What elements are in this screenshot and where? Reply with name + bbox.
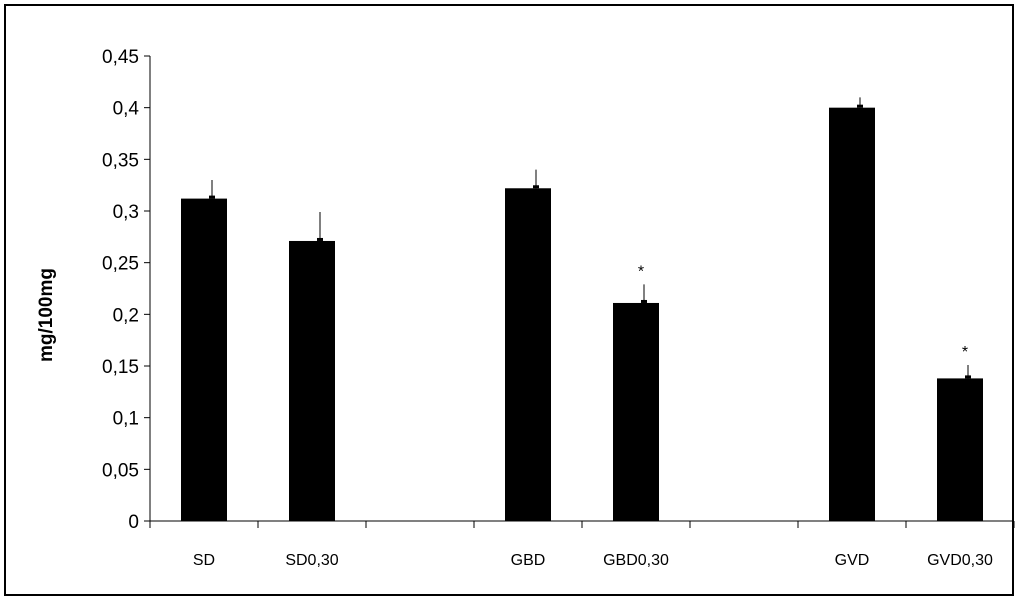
error-cap bbox=[857, 104, 863, 108]
significance-marker: * bbox=[962, 344, 968, 361]
bars: ** bbox=[181, 97, 983, 522]
bar bbox=[937, 378, 983, 521]
y-tick-label: 0,05 bbox=[102, 460, 139, 481]
bar bbox=[505, 188, 551, 521]
error-cap bbox=[317, 237, 323, 241]
category-labels: SD SD0,30 GBD GBD0,30 GVD GVD0,30 bbox=[193, 552, 993, 569]
bar bbox=[829, 107, 875, 522]
bar bbox=[181, 198, 227, 521]
y-tick-label: 0,4 bbox=[113, 99, 140, 120]
error-cap bbox=[209, 195, 215, 199]
x-category-label: GVD0,30 bbox=[927, 552, 993, 569]
x-category-label: SD0,30 bbox=[285, 552, 338, 569]
y-tick-label: 0,15 bbox=[102, 357, 139, 378]
y-axis-title: mg/100mg bbox=[36, 268, 57, 362]
y-tick-label: 0,45 bbox=[102, 47, 139, 68]
y-tick-label: 0 bbox=[128, 512, 139, 533]
error-cap bbox=[533, 185, 539, 189]
significance-marker: * bbox=[638, 263, 644, 280]
y-tick-label: 0,35 bbox=[102, 150, 139, 171]
bar bbox=[613, 302, 659, 521]
y-tick-label: 0,3 bbox=[113, 202, 139, 223]
y-ticks: 0 0,05 0,1 0,15 0,2 0,25 0,3 0,35 0,4 0,45 bbox=[102, 47, 150, 533]
y-tick-label: 0,2 bbox=[113, 305, 139, 326]
error-cap bbox=[641, 299, 647, 303]
x-category-label: GBD bbox=[511, 552, 546, 569]
y-tick-label: 0,25 bbox=[102, 254, 139, 275]
axes bbox=[149, 56, 1015, 528]
bar bbox=[289, 240, 335, 521]
y-tick-label: 0,1 bbox=[113, 409, 139, 430]
x-category-label: GBD0,30 bbox=[603, 552, 669, 569]
x-category-label: SD bbox=[193, 552, 215, 569]
error-cap bbox=[965, 375, 971, 379]
x-category-label: GVD bbox=[835, 552, 870, 569]
